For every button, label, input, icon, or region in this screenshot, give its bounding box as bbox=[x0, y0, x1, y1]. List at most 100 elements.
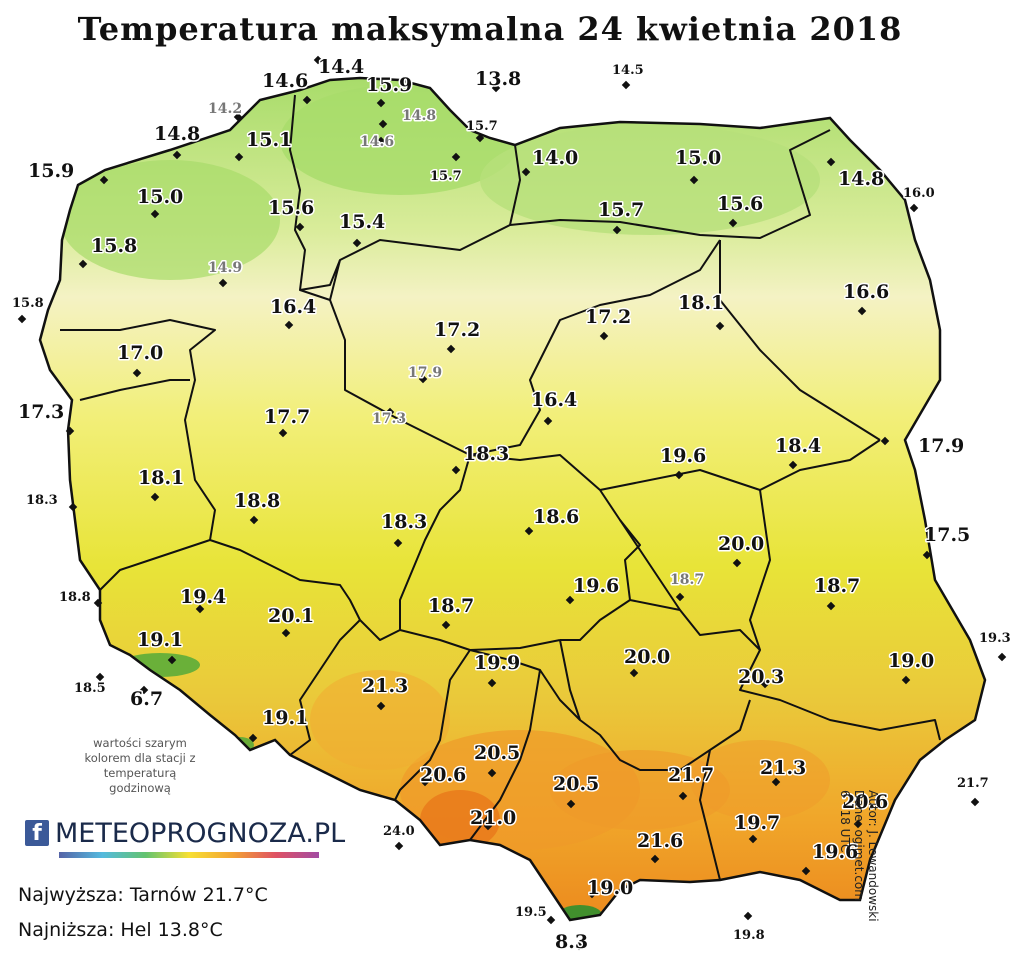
map-title: Temperatura maksymalna 24 kwietnia 2018 bbox=[77, 10, 903, 48]
station-marker bbox=[385, 407, 395, 417]
station-marker bbox=[650, 854, 660, 864]
station-temperature-label: 20.5 bbox=[474, 742, 520, 764]
station-temperature-label: 18.3 bbox=[26, 493, 58, 508]
station-temperature-label: 14.5 bbox=[612, 63, 644, 78]
station-marker bbox=[302, 95, 312, 105]
station-marker bbox=[487, 678, 497, 688]
station-marker bbox=[901, 675, 911, 685]
station-temperature-label: 18.1 bbox=[138, 467, 184, 489]
station-temperature-label: 20.1 bbox=[268, 605, 314, 627]
station-marker bbox=[150, 209, 160, 219]
station-marker bbox=[732, 558, 742, 568]
station-temperature-label: 16.6 bbox=[843, 281, 889, 303]
station-temperature-label: 17.2 bbox=[434, 319, 480, 341]
station-marker bbox=[674, 470, 684, 480]
station-temperature-label: 13.8 bbox=[475, 68, 521, 90]
station-marker bbox=[394, 841, 404, 851]
station-temperature-label: 19.8 bbox=[733, 928, 765, 943]
station-temperature-label: 18.3 bbox=[463, 443, 509, 465]
station-marker bbox=[587, 889, 597, 899]
author-credit: Autor: J. Lewandowski bbox=[866, 790, 880, 922]
station-marker bbox=[284, 320, 294, 330]
station-temperature-label: 19.7 bbox=[734, 812, 780, 834]
station-temperature-label: 17.7 bbox=[264, 406, 310, 428]
station-marker bbox=[132, 368, 142, 378]
station-marker bbox=[546, 915, 556, 925]
station-temperature-label: 6.7 bbox=[130, 688, 163, 710]
station-temperature-label: 14.0 bbox=[532, 147, 578, 169]
station-temperature-label: 19.6 bbox=[812, 841, 858, 863]
station-marker bbox=[441, 620, 451, 630]
station-marker bbox=[909, 203, 919, 213]
station-temperature-label: 19.3 bbox=[979, 631, 1011, 646]
station-marker bbox=[543, 416, 553, 426]
station-temperature-label: 15.7 bbox=[430, 169, 462, 184]
station-temperature-label: 15.7 bbox=[466, 119, 498, 134]
station-temperature-label: 19.0 bbox=[587, 877, 633, 899]
station-marker bbox=[233, 112, 243, 122]
station-temperature-label: 18.7 bbox=[670, 572, 704, 588]
station-temperature-label: 15.9 bbox=[366, 74, 412, 96]
station-marker bbox=[826, 601, 836, 611]
station-marker bbox=[95, 672, 105, 682]
station-temperature-label: 17.2 bbox=[585, 306, 631, 328]
station-temperature-label: 15.0 bbox=[675, 147, 721, 169]
station-temperature-label: 20.5 bbox=[553, 773, 599, 795]
station-marker bbox=[970, 797, 980, 807]
station-marker bbox=[218, 278, 228, 288]
station-temperature-label: 18.8 bbox=[234, 490, 280, 512]
station-temperature-label: 20.6 bbox=[420, 764, 466, 786]
station-marker bbox=[376, 136, 386, 146]
station-temperature-label: 15.4 bbox=[339, 211, 385, 233]
station-marker bbox=[922, 550, 932, 560]
logo-color-bar bbox=[59, 852, 319, 858]
station-marker bbox=[99, 175, 109, 185]
facebook-icon[interactable]: f bbox=[25, 820, 49, 846]
station-temperature-label: 20.0 bbox=[718, 533, 764, 555]
station-temperature-label: 14.8 bbox=[154, 123, 200, 145]
station-temperature-label: 21.7 bbox=[668, 764, 714, 786]
station-marker bbox=[565, 595, 575, 605]
station-marker bbox=[418, 374, 428, 384]
logo-text: METEOPROGNOZA.PL bbox=[55, 818, 346, 849]
station-temperature-label: 15.6 bbox=[268, 197, 314, 219]
station-marker bbox=[17, 314, 27, 324]
station-marker bbox=[420, 777, 430, 787]
station-marker bbox=[475, 133, 485, 143]
station-temperature-label: 18.8 bbox=[59, 590, 91, 605]
station-marker bbox=[771, 777, 781, 787]
station-marker bbox=[78, 259, 88, 269]
station-temperature-label: 14.8 bbox=[838, 168, 884, 190]
station-marker bbox=[853, 819, 863, 829]
station-marker bbox=[451, 152, 461, 162]
logo[interactable]: f METEOPROGNOZA.PL bbox=[25, 818, 345, 864]
station-temperature-label: 15.9 bbox=[28, 160, 74, 182]
station-marker bbox=[997, 652, 1007, 662]
station-marker bbox=[446, 344, 456, 354]
station-temperature-label: 19.5 bbox=[515, 905, 547, 920]
station-marker bbox=[743, 911, 753, 921]
station-marker bbox=[675, 592, 685, 602]
station-marker bbox=[574, 941, 584, 951]
station-temperature-label: 19.4 bbox=[180, 586, 226, 608]
data-source-credit: Dane: ogimet.com bbox=[852, 790, 866, 901]
station-temperature-label: 16.0 bbox=[903, 186, 935, 201]
station-temperature-label: 20.6 bbox=[842, 791, 888, 813]
station-marker bbox=[566, 799, 576, 809]
station-marker bbox=[278, 428, 288, 438]
station-temperature-label: 21.0 bbox=[470, 807, 516, 829]
station-temperature-label: 17.5 bbox=[924, 524, 970, 546]
station-marker bbox=[376, 701, 386, 711]
station-marker bbox=[524, 526, 534, 536]
station-temperature-label: 14.6 bbox=[262, 70, 308, 92]
station-marker bbox=[451, 465, 461, 475]
station-temperature-label: 19.6 bbox=[660, 445, 706, 467]
station-temperature-label: 18.3 bbox=[381, 511, 427, 533]
station-marker bbox=[393, 538, 403, 548]
station-temperature-label: 24.0 bbox=[383, 824, 415, 839]
credits: Autor: J. Lewandowski Dane: ogimet.com 6… bbox=[810, 790, 880, 960]
station-temperature-label: 16.4 bbox=[270, 296, 316, 318]
station-marker bbox=[857, 306, 867, 316]
station-temperature-label: 14.2 bbox=[208, 101, 242, 117]
station-temperature-label: 8.3 bbox=[555, 931, 588, 953]
